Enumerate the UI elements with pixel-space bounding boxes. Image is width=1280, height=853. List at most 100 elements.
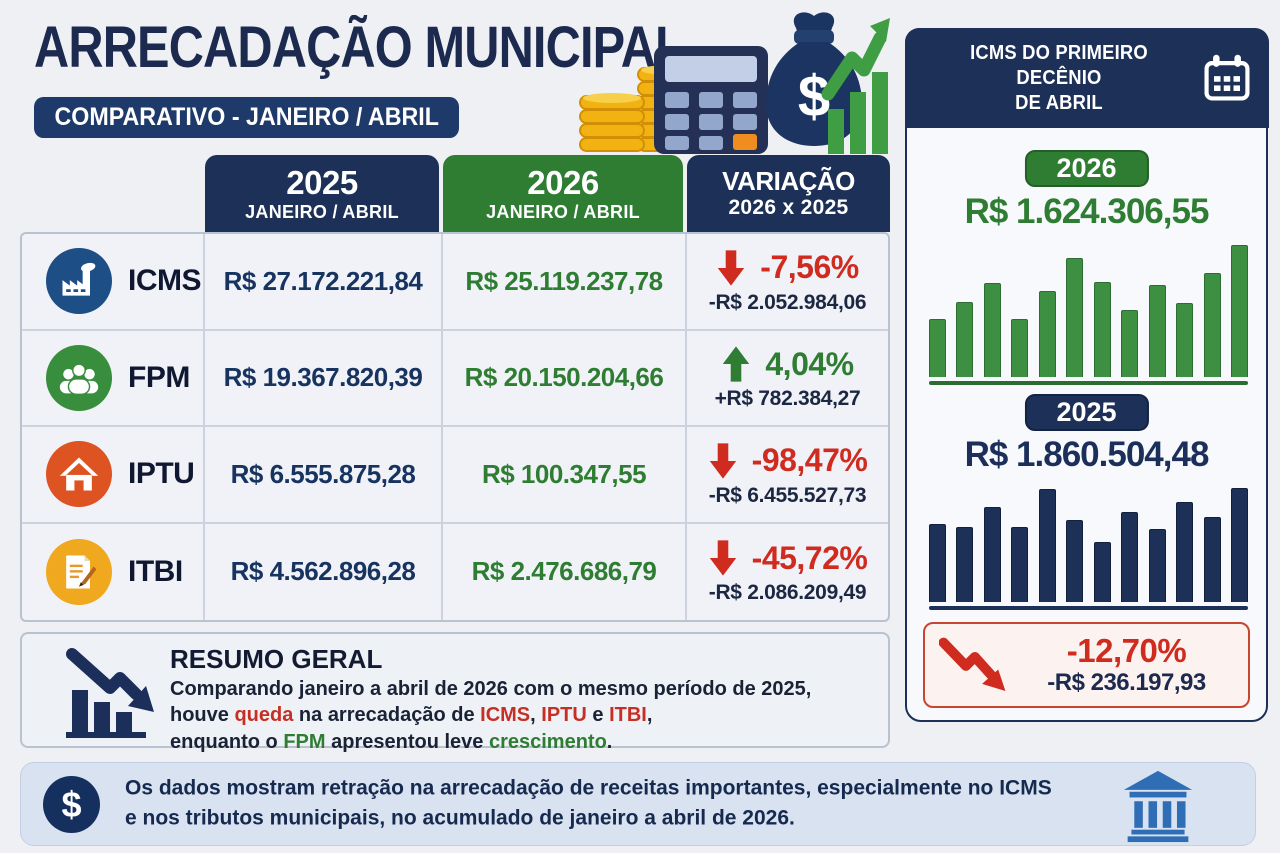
variation-amount: -R$ 2.052.984,06 [708,290,867,314]
money-bag-icon: $ [766,12,862,146]
declining-chart-icon [66,648,154,738]
tax-name: FPM [128,360,190,394]
down-arrow-icon [718,250,745,286]
table-row-fpm-label: FPM [22,330,205,427]
footer-note: $ Os dados mostram retração na arrecadaç… [20,762,1256,846]
table-row-icms-label: ICMS [22,234,205,331]
column-period: JANEIRO / ABRIL [245,201,399,222]
iptu-variation: -98,47% -R$ 6.455.527,73 [687,427,888,524]
money-value: R$ 20.150.204,66 [464,362,664,393]
finance-illustration: $ [579,12,890,154]
panel-title: ICMS DO PRIMEIRO DECÊNIO DE ABRIL [970,41,1148,114]
table-row-itbi-label: ITBI [22,523,205,620]
chart-bar [1093,541,1111,602]
money-value: R$ 19.367.820,39 [223,362,423,393]
money-value: R$ 25.119.237,78 [465,265,663,296]
year-badge-2026: 2026 [1024,150,1149,187]
amount-2026: R$ 1.624.306,55 [964,192,1210,231]
chart-bar [1121,511,1139,602]
chart-bar [1011,318,1029,377]
icms-variation: -7,56% -R$ 2.052.984,06 [687,234,888,331]
chart-bar [1121,309,1139,377]
comparison-period-badge: COMPARATIVO - JANEIRO / ABRIL [34,97,460,138]
chart-bar [1038,489,1056,602]
growth-arrow-icon [821,18,890,154]
factory-icon [46,248,112,315]
zigzag-down-arrow-icon [939,637,1006,692]
tax-name: ICMS [128,264,202,298]
variation-percent: -98,47% [751,442,868,479]
page-title: ARRECADAÇÃO MUNICIPAL [34,15,685,80]
money-value: R$ 27.172.221,84 [223,265,423,296]
variation-percent: -45,72% [751,539,868,576]
bar-chart-2026 [929,245,1248,377]
dollar-icon: $ [43,776,100,833]
variation-amount: -R$ 2.086.209,49 [708,581,867,605]
money-value: R$ 4.562.896,28 [230,556,416,587]
table-row-iptu-label: IPTU [22,427,205,524]
down-arrow-icon [709,540,736,576]
chart-bar [1176,501,1194,602]
chart-bar [983,507,1001,602]
money-value: R$ 2.476.686,79 [471,556,657,587]
panel-header: ICMS DO PRIMEIRO DECÊNIO DE ABRIL [905,28,1269,128]
amount-2025: R$ 1.860.504,48 [964,435,1210,474]
tax-name: IPTU [128,457,195,491]
column-period: 2026 x 2025 [728,196,849,220]
bar-chart-2025 [929,488,1248,602]
column-header-2026: 2026 JANEIRO / ABRIL [443,155,683,232]
chart-bar [929,318,946,377]
summary-title: RESUMO GERAL [170,644,383,674]
people-icon [46,344,112,411]
summary-box: RESUMO GERAL Comparando janeiro a abril … [20,632,890,753]
year-badge-2025: 2025 [1024,394,1149,431]
tax-name: ITBI [128,554,183,588]
itbi-variation: -45,72% -R$ 2.086.209,49 [687,524,888,621]
chart-bar [956,301,974,377]
itbi-2025-value: R$ 4.562.896,28 [205,523,443,620]
house-icon [46,441,112,508]
chart-baseline [929,381,1248,385]
chart-bar [983,283,1001,377]
iptu-2025-value: R$ 6.555.875,28 [205,427,443,524]
decennial-variation-box: -12,70% -R$ 236.197,93 [923,622,1250,708]
chart-bar [1148,284,1166,377]
icms-2025-value: R$ 27.172.221,84 [205,234,443,331]
footer-text: Os dados mostram retração na arrecadação… [125,776,1052,830]
variation-percent: -7,56% [760,249,859,286]
chart-bar [956,526,974,602]
chart-bar [1203,272,1221,377]
column-year: VARIAÇÃO [722,166,855,197]
bank-icon [1123,770,1193,843]
icms-2026-value: R$ 25.119.237,78 [443,234,687,331]
chart-bar [1011,526,1029,602]
calculator-icon [654,46,768,154]
chart-bar [1203,516,1221,602]
calendar-icon [1204,54,1250,101]
up-arrow-icon [723,346,750,382]
document-pen-icon [46,538,112,605]
down-arrow-icon [709,443,736,479]
chart-bar [1093,281,1111,377]
variation-amount: +R$ 782.384,27 [714,387,861,411]
decennial-variation-percent: -12,70% [1066,632,1187,670]
chart-bar [1148,529,1166,602]
iptu-2026-value: R$ 100.347,55 [443,427,687,524]
money-value: R$ 100.347,55 [481,458,647,489]
fpm-2025-value: R$ 19.367.820,39 [205,330,443,427]
itbi-2026-value: R$ 2.476.686,79 [443,523,687,620]
summary-text: Comparando janeiro a abril de 2026 com o… [170,678,812,753]
tax-comparison-table: ICMS R$ 27.172.221,84 R$ 25.119.237,78 -… [20,232,890,622]
fpm-variation: 4,04% +R$ 782.384,27 [687,331,888,427]
chart-bar [1230,488,1248,602]
variation-amount: -R$ 6.455.527,73 [708,483,867,507]
column-year: 2026 [527,163,599,201]
chart-bar [1066,258,1084,377]
chart-bar [1066,519,1084,602]
decennial-variation-amount: -R$ 236.197,93 [1047,668,1206,696]
money-value: R$ 6.555.875,28 [230,458,416,489]
chart-bar [1038,291,1056,377]
fpm-2026-value: R$ 20.150.204,66 [443,330,687,427]
chart-bar [929,524,946,602]
